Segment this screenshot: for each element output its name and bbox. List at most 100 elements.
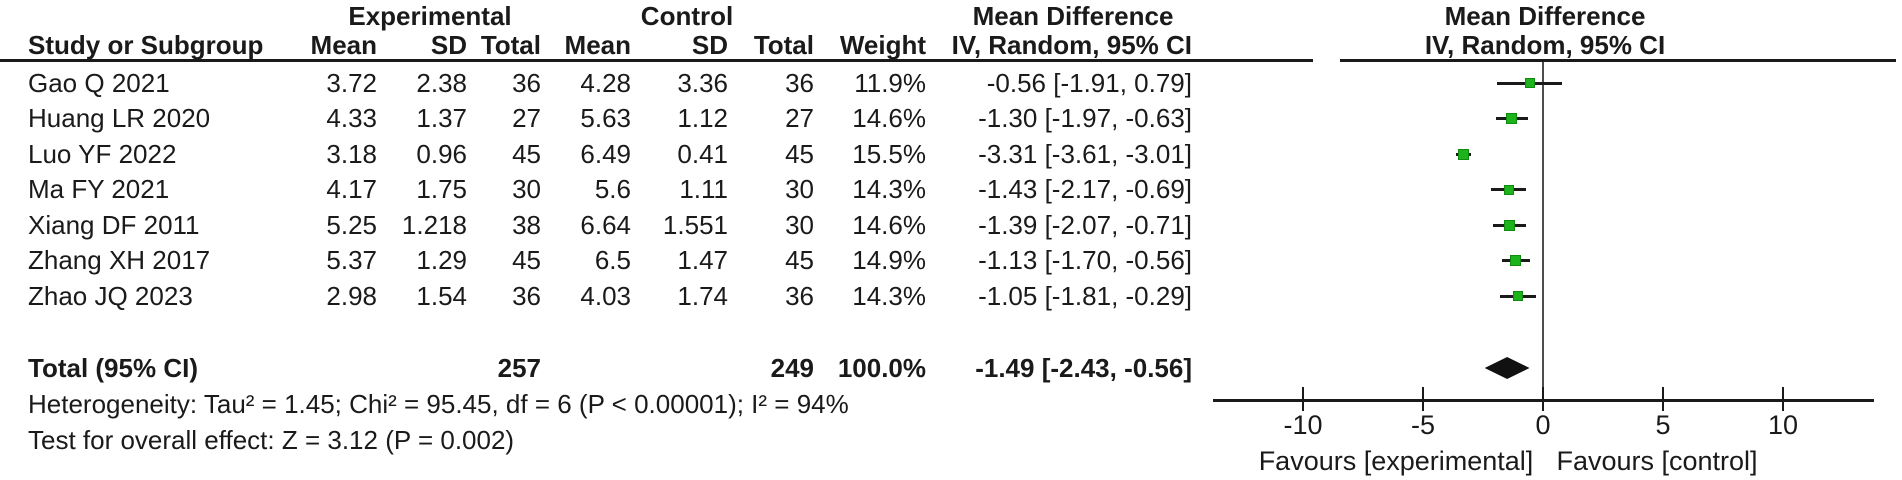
total-ci: -1.49 [-2.43, -0.56] — [975, 353, 1192, 383]
cell-ctrl-total: 27 — [785, 103, 814, 133]
cell-exp-mean: 3.18 — [326, 138, 377, 169]
cell-weight: 14.6% — [852, 103, 926, 133]
cell-ci-text: -1.43 [-2.17, -0.69] — [978, 174, 1192, 204]
cell-ctrl-mean: 5.63 — [580, 103, 631, 133]
table-row: Zhang XH 2017 5.37 1.29 45 6.5 1.47 45 14.9% -1.… — [0, 243, 1220, 279]
col-header-weight: Weight — [839, 30, 926, 60]
heterogeneity-stats: Heterogeneity: Tau² = 1.45; Chi² = 95.45… — [28, 389, 849, 419]
cell-ctrl-total: 45 — [785, 138, 814, 169]
mean-difference-text-header: Mean Difference — [972, 1, 1174, 31]
col-header-exp-sd: SD — [430, 30, 467, 60]
table-row: Luo YF 2022 3.18 0.96 45 6.49 0.41 45 15.5% -3.3… — [0, 137, 1220, 173]
cell-ctrl-mean: 6.49 — [580, 138, 631, 169]
total-row: Total (95% CI) 257 249 100.0% -1.49 [-2.… — [0, 354, 1220, 382]
cell-exp-sd: 1.75 — [416, 174, 467, 204]
cell-weight: 14.9% — [852, 245, 926, 275]
cell-exp-sd: 1.37 — [416, 103, 467, 133]
overall-effect-stats: Test for overall effect: Z = 3.12 (P = 0… — [28, 425, 515, 455]
col-header-ctrl-sd: SD — [691, 30, 728, 60]
experimental-group-header: Experimental — [348, 1, 512, 31]
cell-exp-total: 30 — [512, 174, 541, 204]
cell-ctrl-total: 36 — [785, 67, 814, 98]
cell-exp-sd: 1.29 — [416, 245, 467, 275]
cell-exp-mean: 4.17 — [326, 174, 377, 204]
cell-exp-sd: 2.38 — [416, 67, 467, 98]
cell-ctrl-sd: 1.551 — [662, 209, 728, 240]
cell-ctrl-sd: 3.36 — [677, 67, 728, 98]
axis-tick — [1422, 387, 1424, 411]
col-header-study: Study or Subgroup — [28, 30, 264, 60]
col-header-ctrl-total: Total — [753, 30, 814, 60]
axis-tick — [1782, 387, 1784, 411]
cell-exp-total: 45 — [512, 138, 541, 169]
cell-ctrl-total: 30 — [785, 209, 814, 240]
axis-tick — [1542, 387, 1544, 411]
axis-tick — [1662, 387, 1664, 411]
cell-ci-text: -1.30 [-1.97, -0.63] — [978, 103, 1192, 133]
cell-exp-total: 36 — [512, 280, 541, 311]
cell-ci-text: -1.39 [-2.07, -0.71] — [978, 209, 1192, 240]
cell-ci-text: -0.56 [-1.91, 0.79] — [986, 67, 1192, 98]
plot-header-rule — [1340, 59, 1896, 62]
total-ctrl-total: 249 — [770, 353, 814, 383]
table-row: Gao Q 2021 3.72 2.38 36 4.28 3.36 36 11.9% -0.56… — [0, 66, 1220, 102]
axis-tick-label: 0 — [1535, 410, 1551, 440]
cell-exp-total: 27 — [512, 103, 541, 133]
cell-ctrl-sd: 1.74 — [677, 280, 728, 311]
cell-ctrl-total: 45 — [785, 245, 814, 275]
col-header-ctrl-mean: Mean — [564, 30, 631, 60]
table-row: Zhao JQ 2023 2.98 1.54 36 4.03 1.74 36 14.3% -1.… — [0, 279, 1220, 315]
cell-study-name: Luo YF 2022 — [28, 138, 177, 169]
effect-square-marker — [1524, 78, 1535, 89]
cell-exp-mean: 5.37 — [326, 245, 377, 275]
axis-tick-label: 5 — [1655, 410, 1671, 440]
cell-study-name: Ma FY 2021 — [28, 174, 170, 204]
table-row: Huang LR 2020 4.33 1.37 27 5.63 1.12 27 14.6% -1… — [0, 101, 1220, 137]
favours-right-label: Favours [control] — [1556, 446, 1758, 476]
cell-ci-text: -1.05 [-1.81, -0.29] — [978, 280, 1192, 311]
cell-study-name: Zhang XH 2017 — [28, 245, 211, 275]
pooled-diamond — [1484, 357, 1530, 379]
cell-ci-text: -1.13 [-1.70, -0.56] — [978, 245, 1192, 275]
axis-tick-label: -5 — [1410, 410, 1436, 440]
cell-ctrl-total: 30 — [785, 174, 814, 204]
cell-study-name: Gao Q 2021 — [28, 67, 170, 98]
total-empty-cell — [377, 354, 467, 382]
cell-ctrl-mean: 4.28 — [580, 67, 631, 98]
axis-tick-label: -10 — [1283, 410, 1323, 440]
method-plot-header: IV, Random, 95% CI — [1424, 30, 1666, 60]
cell-ctrl-mean: 6.64 — [580, 209, 631, 240]
cell-weight: 15.5% — [852, 138, 926, 169]
effect-square-marker — [1510, 255, 1522, 267]
cell-exp-mean: 4.33 — [326, 103, 377, 133]
total-empty-cell — [541, 354, 631, 382]
control-group-header: Control — [640, 1, 734, 31]
cell-exp-mean: 3.72 — [326, 67, 377, 98]
cell-ctrl-mean: 6.5 — [594, 245, 631, 275]
cell-study-name: Xiang DF 2011 — [28, 209, 200, 240]
cell-exp-sd: 0.96 — [416, 138, 467, 169]
cell-exp-mean: 2.98 — [326, 280, 377, 311]
total-empty-cell — [631, 354, 728, 382]
cell-ctrl-mean: 4.03 — [580, 280, 631, 311]
cell-study-name: Huang LR 2020 — [28, 103, 211, 133]
total-empty-cell — [280, 354, 377, 382]
cell-weight: 14.3% — [852, 174, 926, 204]
cell-ctrl-mean: 5.6 — [594, 174, 631, 204]
cell-weight: 14.6% — [852, 209, 926, 240]
cell-exp-total: 38 — [512, 209, 541, 240]
total-label: Total (95% CI) — [28, 353, 198, 383]
col-header-ci: IV, Random, 95% CI — [951, 30, 1192, 60]
effect-square-marker — [1504, 219, 1516, 231]
table-header-rule — [0, 59, 1313, 62]
cell-exp-total: 36 — [512, 67, 541, 98]
effect-square-marker — [1458, 148, 1470, 160]
cell-ci-text: -3.31 [-3.61, -3.01] — [978, 138, 1192, 169]
mean-difference-plot-header: Mean Difference — [1444, 1, 1646, 31]
cell-exp-mean: 5.25 — [326, 209, 377, 240]
effect-square-marker — [1503, 184, 1514, 195]
cell-exp-total: 45 — [512, 245, 541, 275]
cell-weight: 14.3% — [852, 280, 926, 311]
cell-ctrl-sd: 1.12 — [677, 103, 728, 133]
